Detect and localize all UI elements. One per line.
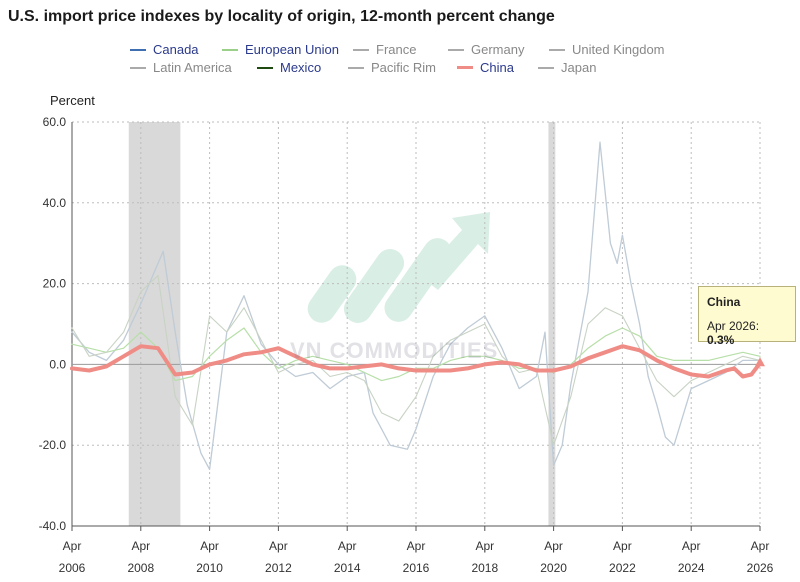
legend-label-united-kingdom: United Kingdom xyxy=(572,42,665,57)
recession-band-1 xyxy=(548,122,556,526)
x-tick-year: 2026 xyxy=(747,561,774,575)
legend-swatch-canada xyxy=(130,48,146,51)
legend-swatch-united-kingdom xyxy=(549,48,565,51)
legend-label-european-union: European Union xyxy=(245,42,339,57)
tooltip: China Apr 2026: 0.3% xyxy=(698,286,796,347)
series-lines xyxy=(70,141,762,471)
y-tick-label: 0.0 xyxy=(49,357,66,371)
x-tick-month: Apr xyxy=(751,539,770,553)
axes: 60.0 40.0 20.0 0.0 -20.0 -40.0 Apr 2006 Apr 2008 A… xyxy=(39,115,774,575)
tooltip-date: Apr 2026 xyxy=(707,319,756,333)
x-tick-year: 2018 xyxy=(471,561,498,575)
legend-item-france[interactable]: France xyxy=(353,42,416,57)
legend-swatch-japan xyxy=(538,66,554,69)
legend-item-china[interactable]: China xyxy=(457,60,514,75)
x-tick-year: 2024 xyxy=(678,561,705,575)
x-tick-year: 2014 xyxy=(334,561,361,575)
x-tick-month: Apr xyxy=(613,539,632,553)
legend: Canada European Union France Germany Uni… xyxy=(130,42,730,84)
y-tick-label: 40.0 xyxy=(43,196,67,210)
recession-band-0 xyxy=(128,122,181,526)
y-tick-label: -20.0 xyxy=(39,438,67,452)
legend-swatch-pacific-rim xyxy=(348,66,364,69)
legend-label-canada: Canada xyxy=(153,42,199,57)
x-tick-year: 2022 xyxy=(609,561,636,575)
legend-label-mexico: Mexico xyxy=(280,60,322,75)
x-tick-month: Apr xyxy=(475,539,494,553)
china-last-point-marker xyxy=(755,357,765,367)
legend-label-japan: Japan xyxy=(561,60,597,75)
series-line-european-union xyxy=(71,327,761,382)
legend-item-latin-america[interactable]: Latin America xyxy=(130,60,232,75)
watermark-text: VN COMMODITIES xyxy=(290,338,499,363)
x-tick-year: 2006 xyxy=(59,561,86,575)
chart-title: U.S. import price indexes by locality of… xyxy=(8,8,555,25)
legend-swatch-latin-america xyxy=(130,66,146,69)
x-tick-year: 2008 xyxy=(127,561,154,575)
tooltip-title: China xyxy=(707,295,741,309)
legend-swatch-china xyxy=(457,66,473,69)
y-tick-label: 20.0 xyxy=(43,277,67,291)
legend-label-china: China xyxy=(480,60,514,75)
x-tick-year: 2016 xyxy=(403,561,430,575)
legend-item-japan[interactable]: Japan xyxy=(538,60,596,75)
x-tick-month: Apr xyxy=(131,539,150,553)
y-tick-label: -40.0 xyxy=(39,519,67,533)
markers xyxy=(755,357,765,367)
x-tick-month: Apr xyxy=(269,539,288,553)
x-tick-month: Apr xyxy=(407,539,426,553)
legend-swatch-mexico xyxy=(257,66,273,69)
series-line-mexico xyxy=(71,274,761,446)
tooltip-value: 0.3% xyxy=(707,333,735,347)
legend-label-germany: Germany xyxy=(471,42,525,57)
tooltip-row: Apr 2026: 0.3% xyxy=(707,319,760,347)
legend-swatch-european-union xyxy=(222,48,238,51)
x-tick-month: Apr xyxy=(338,539,357,553)
legend-swatch-germany xyxy=(448,48,464,51)
legend-item-pacific-rim[interactable]: Pacific Rim xyxy=(348,60,436,75)
y-axis-label: Percent xyxy=(50,93,95,108)
legend-item-canada[interactable]: Canada xyxy=(130,42,199,57)
legend-item-mexico[interactable]: Mexico xyxy=(257,60,321,75)
legend-label-france: France xyxy=(376,42,417,57)
legend-item-germany[interactable]: Germany xyxy=(448,42,524,57)
y-tick-label: 60.0 xyxy=(43,115,67,129)
x-tick-month: Apr xyxy=(200,539,219,553)
x-tick-year: 2012 xyxy=(265,561,292,575)
x-tick-month: Apr xyxy=(544,539,563,553)
x-tick-month: Apr xyxy=(63,539,82,553)
legend-item-european-union[interactable]: European Union xyxy=(222,42,339,57)
recession-shading xyxy=(128,122,556,526)
x-tick-year: 2010 xyxy=(196,561,223,575)
legend-item-united-kingdom[interactable]: United Kingdom xyxy=(549,42,665,57)
legend-label-latin-america: Latin America xyxy=(153,60,232,75)
x-tick-year: 2020 xyxy=(540,561,567,575)
legend-swatch-france xyxy=(353,48,369,51)
legend-label-pacific-rim: Pacific Rim xyxy=(371,60,437,75)
series-line-china xyxy=(70,344,762,379)
watermark-logo xyxy=(307,212,490,323)
x-tick-month: Apr xyxy=(682,539,701,553)
